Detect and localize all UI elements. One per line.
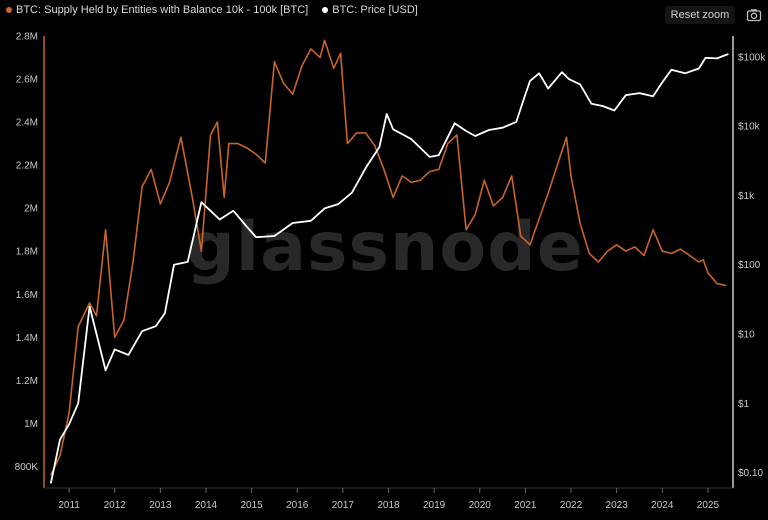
right-tick-label: $100k [738, 52, 766, 63]
x-tick-label: 2016 [286, 500, 309, 511]
left-tick-label: 1.8M [16, 247, 38, 258]
x-tick-label: 2025 [697, 500, 720, 511]
x-tick-label: 2015 [240, 500, 263, 511]
right-tick-label: $1 [738, 399, 750, 410]
legend: BTC: Supply Held by Entities with Balanc… [6, 4, 418, 16]
legend-dot-supply [6, 7, 12, 13]
left-axis: 800K 1M 1.2M 1.4M 1.6M 1.8M 2M 2.2M 2.4M 2.6M 2.8M [15, 32, 45, 488]
x-tick-label: 2022 [560, 500, 583, 511]
camera-icon[interactable] [746, 7, 762, 23]
x-tick-label: 2017 [332, 500, 355, 511]
left-tick-label: 2.4M [16, 118, 38, 129]
legend-item-supply[interactable]: BTC: Supply Held by Entities with Balanc… [6, 4, 308, 16]
left-tick-label: 1.2M [16, 376, 38, 387]
x-tick-label: 2019 [423, 500, 446, 511]
left-tick-label: 2.6M [16, 75, 38, 86]
series-line-supply [50, 39, 727, 476]
left-tick-label: 800K [15, 462, 39, 473]
legend-label-supply: BTC: Supply Held by Entities with Balanc… [16, 4, 309, 16]
right-tick-label: $10 [738, 330, 755, 341]
series-line-price [49, 53, 729, 484]
x-tick-label: 2011 [58, 500, 80, 511]
left-tick-label: 2M [24, 204, 38, 215]
x-tick-label: 2014 [195, 500, 218, 511]
left-tick-label: 2.2M [16, 161, 38, 172]
watermark-text: glassnode [186, 208, 584, 287]
left-tick-label: 1M [24, 419, 38, 430]
legend-label-price: BTC: Price [USD] [332, 4, 418, 16]
right-tick-label: $0.10 [738, 468, 763, 479]
legend-item-price[interactable]: BTC: Price [USD] [322, 4, 418, 16]
x-tick-label: 2023 [606, 500, 629, 511]
x-tick-label: 2024 [651, 500, 674, 511]
right-axis: $0.10 $1 $10 $100 $1k $10k $100k [732, 36, 766, 488]
x-tick-label: 2012 [104, 500, 127, 511]
right-tick-label: $100 [738, 260, 761, 271]
x-tick-label: 2020 [469, 500, 492, 511]
x-tick-label: 2018 [377, 500, 400, 511]
x-axis: 2011 2012 2013 2014 2015 2016 2017 2018 2019 2020… [44, 487, 733, 511]
x-tick-label: 2013 [149, 500, 172, 511]
left-tick-label: 2.8M [16, 32, 38, 43]
x-tick-label: 2021 [514, 500, 537, 511]
legend-dot-price [322, 7, 329, 13]
right-tick-label: $10k [738, 122, 761, 133]
reset-zoom-button[interactable]: Reset zoom [665, 6, 735, 24]
series-layer [49, 39, 729, 484]
left-tick-label: 1.6M [16, 290, 38, 301]
left-tick-label: 1.4M [16, 333, 38, 344]
right-tick-label: $1k [738, 191, 755, 202]
